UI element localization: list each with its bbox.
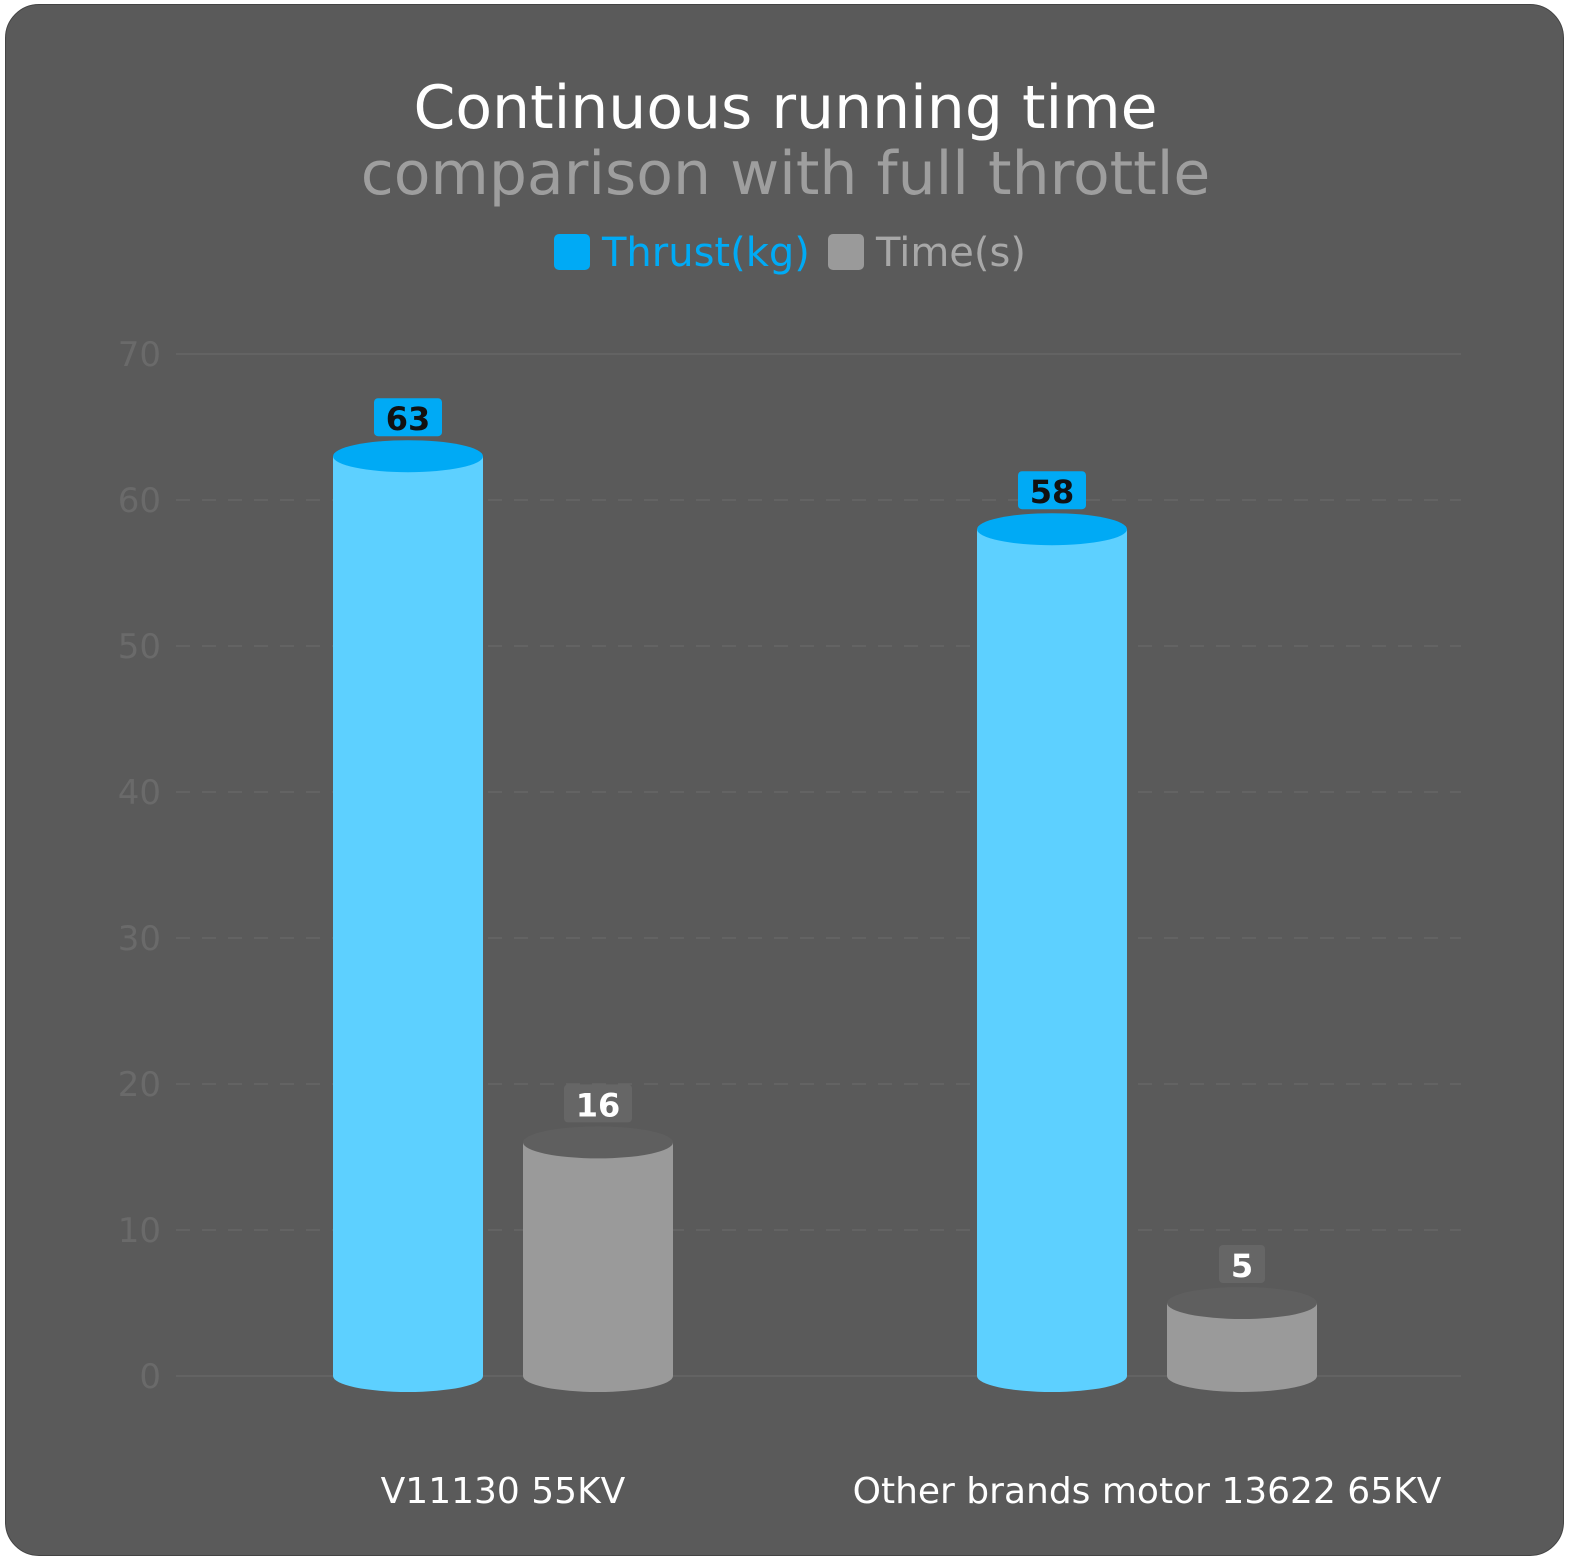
- chart-subtitle: comparison with full throttle: [360, 139, 1211, 209]
- bar-chart: 0 10 20 30 40 50 60 70 Thrust(kg) Time(s) 63 16 V111…: [118, 230, 1461, 1512]
- chart-card: Continuous running time comparison with …: [5, 4, 1564, 1556]
- chart-title: Continuous running time: [413, 73, 1158, 143]
- data-label-bg-thrust: [1018, 471, 1086, 510]
- legend-swatch-time: [828, 234, 864, 270]
- y-tick-label: 70: [118, 335, 161, 375]
- y-tick-label: 20: [118, 1065, 161, 1105]
- data-label-time: 16: [576, 1086, 621, 1124]
- data-label-bg-time: [564, 1084, 632, 1123]
- y-tick-label: 10: [118, 1211, 161, 1251]
- bar-thrust: [333, 456, 483, 1392]
- data-label-thrust: 58: [1030, 473, 1075, 511]
- bar-time: [1167, 1303, 1317, 1392]
- legend-label-time: Time(s): [875, 230, 1026, 276]
- bar-top-time: [1167, 1287, 1317, 1319]
- x-category-label: V11130 55KV: [381, 1471, 626, 1512]
- y-tick-label: 60: [118, 481, 161, 521]
- bar-time: [523, 1142, 673, 1392]
- legend-swatch-thrust: [554, 234, 590, 270]
- data-label-thrust: 63: [386, 400, 431, 438]
- data-label-bg-time: [1219, 1245, 1265, 1283]
- x-category-label: Other brands motor 13622 65KV: [853, 1471, 1442, 1512]
- data-label-bg-thrust: [374, 398, 442, 437]
- y-tick-label: 40: [118, 773, 161, 813]
- bar-thrust: [977, 529, 1127, 1392]
- bar-top-thrust: [333, 440, 483, 473]
- y-tick-label: 0: [139, 1357, 161, 1397]
- bar-top-thrust: [977, 513, 1127, 546]
- bar-top-time: [523, 1126, 673, 1159]
- y-tick-label: 30: [118, 919, 161, 959]
- legend-label-thrust: Thrust(kg): [601, 230, 810, 276]
- y-tick-label: 50: [118, 627, 161, 667]
- data-label-time: 5: [1231, 1247, 1253, 1285]
